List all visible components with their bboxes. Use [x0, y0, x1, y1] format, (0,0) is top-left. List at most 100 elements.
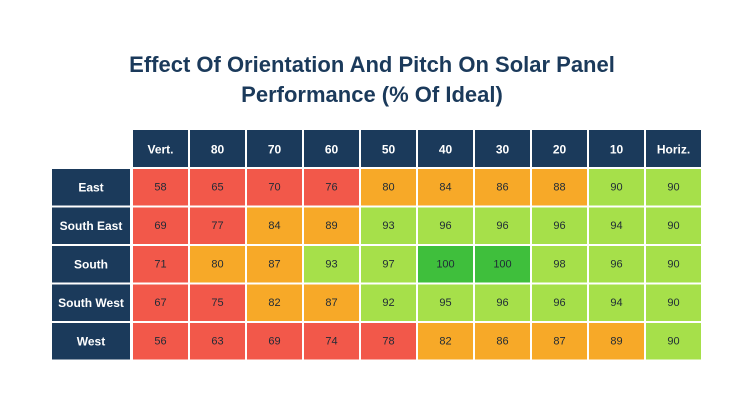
heatmap-cell-value: 86 [496, 181, 508, 193]
row-header-cell [52, 169, 130, 206]
heatmap-cell [304, 246, 359, 283]
heatmap-cell [532, 323, 587, 360]
heatmap-cell [589, 207, 644, 244]
row-header-label: South West [58, 296, 124, 310]
heatmap-cell-value: 77 [211, 220, 223, 232]
column-header-cell [418, 130, 473, 167]
row-header-label: West [77, 334, 105, 348]
heatmap-cell [361, 323, 416, 360]
heatmap-cell-value: 74 [325, 335, 337, 347]
row-header-cell [52, 323, 130, 360]
heatmap-cell [133, 246, 188, 283]
column-header-label: Horiz. [657, 143, 690, 157]
heatmap-cell [304, 323, 359, 360]
heatmap-cell [589, 246, 644, 283]
heatmap-cell [361, 169, 416, 206]
heatmap-cell [190, 207, 245, 244]
heatmap-cell-value: 69 [268, 335, 280, 347]
heatmap-cell-value: 76 [325, 181, 337, 193]
chart-title-line-2: Performance (% Of Ideal) [241, 82, 503, 107]
heatmap-cell [361, 284, 416, 321]
heatmap-cell-value: 94 [610, 297, 622, 309]
heatmap-cell [361, 246, 416, 283]
heatmap-cell [304, 207, 359, 244]
heatmap-cell-value: 70 [268, 181, 280, 193]
heatmap-cell-value: 93 [382, 220, 394, 232]
heatmap-cell-value: 97 [382, 258, 394, 270]
heatmap-cell [475, 169, 530, 206]
heatmap-cell-value: 87 [325, 297, 337, 309]
row-header-cell [52, 246, 130, 283]
heatmap-cell [418, 207, 473, 244]
column-header-label: 20 [553, 143, 567, 157]
column-header-cell [475, 130, 530, 167]
heatmap-cell [646, 284, 701, 321]
heatmap-cell [247, 246, 302, 283]
heatmap-cell-value: 87 [268, 258, 280, 270]
chart-title-line-1: Effect Of Orientation And Pitch On Solar… [129, 52, 615, 77]
column-header-cell [589, 130, 644, 167]
heatmap-cell [304, 284, 359, 321]
row-header-cell [52, 284, 130, 321]
heatmap-cell [133, 323, 188, 360]
heatmap-cell [532, 207, 587, 244]
heatmap-cell [646, 207, 701, 244]
heatmap-cell-value: 100 [436, 258, 454, 270]
row-header-label: South [74, 257, 108, 271]
heatmap-cell [589, 323, 644, 360]
heatmap-cell-value: 89 [325, 220, 337, 232]
heatmap-cell [418, 169, 473, 206]
heatmap-cell-value: 95 [439, 297, 451, 309]
heatmap-cell [475, 323, 530, 360]
heatmap-cell-value: 92 [382, 297, 394, 309]
heatmap-cell [247, 169, 302, 206]
heatmap-cell-value: 82 [439, 335, 451, 347]
heatmap-cell-value: 67 [154, 297, 166, 309]
heatmap-cell [247, 207, 302, 244]
heatmap-cell-value: 89 [610, 335, 622, 347]
column-header-cell [190, 130, 245, 167]
heatmap-cell-value: 96 [553, 220, 565, 232]
column-header-label: 30 [496, 143, 510, 157]
heatmap-cell-value: 94 [610, 220, 622, 232]
heatmap-cell-value: 56 [154, 335, 166, 347]
heatmap-cell [646, 246, 701, 283]
heatmap-cell [418, 323, 473, 360]
column-header-label: 60 [325, 143, 339, 157]
heatmap-cell-value: 63 [211, 335, 223, 347]
heatmap-cell-value: 100 [493, 258, 511, 270]
heatmap-cell-value: 71 [154, 258, 166, 270]
column-header-label: 70 [268, 143, 282, 157]
heatmap-cell-value: 78 [382, 335, 394, 347]
heatmap-cell [532, 169, 587, 206]
heatmap-cell [589, 169, 644, 206]
column-header-label: Vert. [147, 143, 173, 157]
heatmap-cell [646, 323, 701, 360]
heatmap-cell-value: 87 [553, 335, 565, 347]
heatmap-cell [418, 284, 473, 321]
column-header-label: 80 [211, 143, 225, 157]
column-header-cell [532, 130, 587, 167]
heatmap-cell-value: 90 [667, 258, 679, 270]
column-header-cell [247, 130, 302, 167]
heatmap-cell-value: 96 [496, 220, 508, 232]
heatmap-cell-value: 80 [211, 258, 223, 270]
heatmap-cell-value: 90 [667, 335, 679, 347]
chart-title: Effect Of Orientation And Pitch On Solar… [0, 50, 744, 110]
row-header-cell [52, 207, 130, 244]
heatmap-cell-value: 96 [610, 258, 622, 270]
heatmap-cell-value: 90 [610, 181, 622, 193]
heatmap-cell-value: 96 [496, 297, 508, 309]
heatmap-cell [475, 284, 530, 321]
heatmap-cell-value: 84 [439, 181, 451, 193]
column-header-label: 50 [382, 143, 396, 157]
heatmap-cell-value: 90 [667, 297, 679, 309]
heatmap-cell-value: 90 [667, 220, 679, 232]
column-header-cell [304, 130, 359, 167]
heatmap-cell [190, 323, 245, 360]
column-header-cell [646, 130, 701, 167]
heatmap-cell-value: 96 [439, 220, 451, 232]
heatmap-cell [532, 284, 587, 321]
heatmap-cell-value: 98 [553, 258, 565, 270]
